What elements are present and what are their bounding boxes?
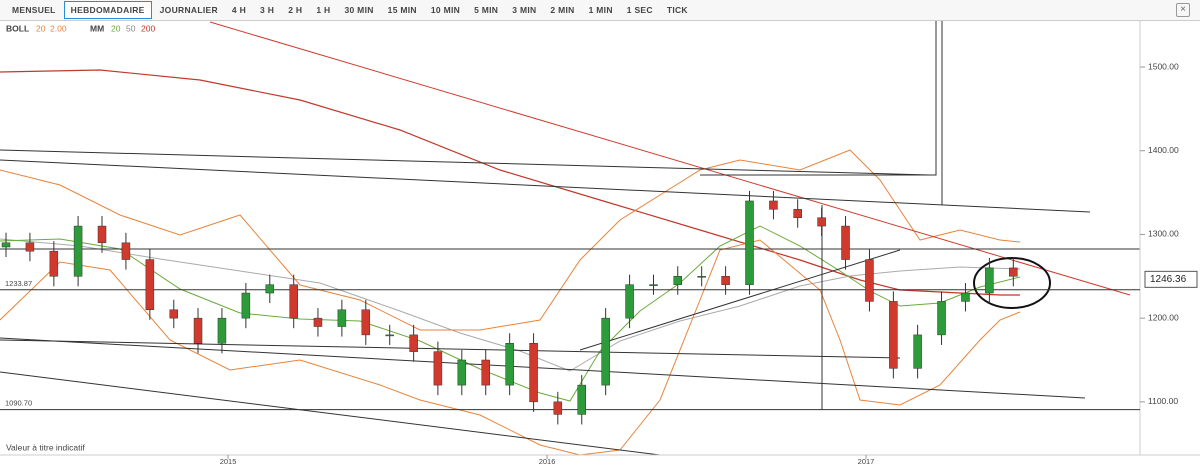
candle-body bbox=[937, 301, 946, 336]
highlight-circle bbox=[973, 257, 1051, 309]
trend-line bbox=[0, 159, 1091, 213]
candle-body bbox=[49, 250, 59, 277]
overlays bbox=[0, 21, 1200, 456]
timeframe-tab[interactable]: 1 SEC bbox=[626, 5, 653, 15]
candle-body bbox=[793, 209, 802, 218]
candle-body bbox=[217, 317, 227, 344]
indicator-name: BOLL bbox=[6, 23, 29, 33]
x-tick-label: 2016 bbox=[539, 457, 556, 466]
last-price-box bbox=[1144, 270, 1198, 288]
candle-body bbox=[769, 200, 778, 210]
candle-body bbox=[361, 309, 371, 336]
candle-body bbox=[1009, 267, 1018, 277]
candle-body bbox=[601, 317, 610, 386]
boll-upper bbox=[0, 149, 1021, 331]
timeframe-tab[interactable]: 15 MIN bbox=[387, 5, 417, 15]
candle-body bbox=[241, 292, 251, 319]
toolbar: MENSUEL HEBDOMADAIRE JOURNALIER 4 H 3 H 2 H 1 … bbox=[0, 0, 1200, 21]
candle-body bbox=[625, 284, 634, 319]
trend-line bbox=[0, 371, 661, 456]
candle-body bbox=[673, 276, 683, 285]
resistance-line bbox=[209, 21, 1131, 296]
indicator-param: 20 bbox=[36, 23, 46, 33]
timeframe-tab[interactable]: 2 H bbox=[288, 5, 303, 15]
candle-body bbox=[697, 276, 706, 278]
ma20 bbox=[0, 225, 1021, 402]
candle-body bbox=[841, 225, 850, 260]
indicator-param: 50 bbox=[126, 23, 136, 33]
candle-body bbox=[481, 359, 490, 386]
y-tick-label: 1400.00 bbox=[1148, 145, 1179, 155]
candle-body bbox=[145, 259, 155, 311]
level-label: 1233.87 bbox=[5, 279, 32, 288]
candle-body bbox=[337, 309, 347, 327]
timeframe-tab[interactable]: HEBDOMADAIRE bbox=[63, 1, 152, 19]
timeframe-tab[interactable]: MENSUEL bbox=[12, 5, 56, 15]
candle-body bbox=[73, 225, 83, 277]
timeframe-tab[interactable]: TICK bbox=[666, 5, 688, 15]
x-tick-label: 2015 bbox=[220, 457, 237, 466]
trend-line bbox=[0, 339, 901, 359]
candle-body bbox=[193, 317, 203, 344]
candle-body bbox=[385, 334, 394, 337]
timeframe-tab[interactable]: 30 MIN bbox=[344, 5, 374, 15]
timeframe-tab[interactable]: 4 H bbox=[231, 5, 247, 15]
chart: BOLL 20 2.00 MM 20 50 200 Valeur à titre… bbox=[0, 21, 1200, 466]
candle-body bbox=[1, 242, 11, 248]
candle-body bbox=[97, 225, 107, 244]
timeframe-tab[interactable]: 1 MIN bbox=[588, 5, 613, 15]
y-tick-label: 1300.00 bbox=[1148, 229, 1179, 239]
x-tick-label: 2017 bbox=[858, 457, 875, 466]
timeframe-tab[interactable]: 3 MIN bbox=[512, 5, 537, 15]
candle-body bbox=[25, 242, 35, 252]
indicator-param: 200 bbox=[141, 23, 155, 33]
candle-body bbox=[553, 401, 563, 415]
timeframe-tab[interactable]: 10 MIN bbox=[430, 5, 461, 15]
candle-body bbox=[865, 259, 874, 302]
close-button[interactable]: × bbox=[1176, 3, 1190, 17]
y-tick-label: 1200.00 bbox=[1148, 312, 1179, 322]
candle-body bbox=[409, 334, 418, 352]
candle-body bbox=[577, 384, 586, 415]
timeframe-tab[interactable]: 5 MIN bbox=[474, 5, 499, 15]
candle-body bbox=[721, 276, 730, 285]
level-label: 1090.70 bbox=[5, 399, 32, 408]
timeframe-tab[interactable]: 1 H bbox=[316, 5, 331, 15]
trend-line bbox=[579, 249, 901, 351]
indicator-name: MM bbox=[90, 23, 104, 33]
candle-body bbox=[529, 343, 538, 403]
candle-body bbox=[121, 242, 131, 260]
candle-body bbox=[289, 284, 298, 319]
timeframe-tab[interactable]: JOURNALIER bbox=[159, 5, 218, 15]
candle-body bbox=[433, 351, 443, 386]
candle-body bbox=[649, 284, 658, 286]
bracket-line bbox=[700, 21, 937, 176]
candle-body bbox=[817, 217, 826, 227]
candle-body bbox=[889, 301, 898, 369]
trend-line bbox=[0, 337, 1086, 399]
timeframe-tab[interactable]: 3 H bbox=[260, 5, 275, 15]
indicator-param: 20 bbox=[111, 23, 121, 33]
candle-body bbox=[169, 309, 179, 319]
timeframe-tab[interactable]: 2 MIN bbox=[550, 5, 575, 15]
trend-line bbox=[0, 149, 931, 176]
y-tick-label: 1100.00 bbox=[1148, 396, 1178, 406]
last-price-label: 1246.36 bbox=[1150, 274, 1187, 285]
candle-body bbox=[985, 267, 994, 294]
y-tick-label: 1500.00 bbox=[1148, 61, 1179, 71]
candle-body bbox=[313, 317, 323, 327]
candle-body bbox=[913, 334, 922, 369]
candle-body bbox=[961, 292, 970, 302]
boll-lower bbox=[0, 239, 1021, 456]
footer-note: Valeur à titre indicatif bbox=[6, 442, 85, 452]
indicator-param: 2.00 bbox=[50, 23, 67, 33]
candle-body bbox=[505, 343, 514, 386]
candle-body bbox=[457, 359, 467, 386]
candle-body bbox=[265, 284, 275, 294]
candle-body bbox=[745, 200, 754, 285]
